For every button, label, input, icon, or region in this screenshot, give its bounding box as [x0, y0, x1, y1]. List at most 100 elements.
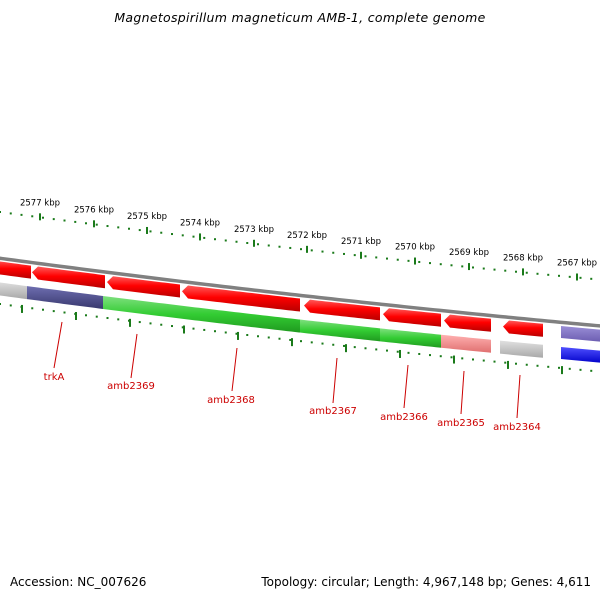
inner-dot — [450, 356, 453, 359]
inner-dot — [525, 363, 528, 366]
scale-dot — [63, 219, 66, 222]
scale-dot — [74, 220, 77, 223]
inner-dot — [52, 310, 55, 313]
scale-dot — [9, 212, 12, 215]
inner-dot — [42, 308, 44, 311]
scale-label: 2575 kbp — [127, 212, 167, 222]
scale-dot — [52, 218, 55, 221]
scale-dot — [181, 234, 184, 237]
gene-leader-line — [460, 370, 465, 415]
scale-dot — [525, 271, 528, 274]
red-feature — [444, 314, 491, 332]
inner-dot — [364, 347, 367, 350]
inner-dot — [493, 360, 496, 363]
green-feature — [300, 319, 380, 342]
scale-dot — [246, 242, 249, 245]
scale-label: 2570 kbp — [395, 243, 435, 253]
scale-dot — [214, 238, 216, 241]
inner-dot — [106, 317, 109, 320]
red-feature — [0, 261, 31, 279]
inner-dot — [353, 346, 356, 349]
inner-dot — [95, 315, 98, 318]
scale-dot — [224, 239, 227, 242]
inner-dot — [63, 311, 66, 314]
inner-dot — [504, 361, 507, 364]
inner-dot — [235, 332, 238, 335]
inner-dot — [289, 338, 292, 341]
scale-dot — [289, 246, 292, 249]
scale-dot — [450, 264, 453, 267]
inner-dot — [300, 340, 302, 343]
scale-dot — [375, 256, 378, 259]
inner-dot — [407, 351, 410, 354]
scale-dot — [343, 252, 345, 255]
scale-dot — [418, 260, 421, 263]
scale-dot — [332, 251, 335, 254]
inner-dot — [31, 307, 34, 310]
red-feature — [32, 266, 105, 289]
genome-backbone — [0, 256, 600, 328]
scale-dot — [203, 236, 206, 239]
scale-dot — [149, 230, 152, 233]
scale-dot — [353, 254, 356, 257]
scale-dot — [504, 269, 507, 272]
inner-dot — [149, 322, 152, 325]
inner-dot — [568, 367, 571, 370]
scale-dot — [536, 272, 539, 275]
inner-dot — [332, 343, 335, 346]
inner-dot — [429, 354, 431, 357]
scale-dot — [590, 277, 593, 280]
scale-dot — [267, 244, 270, 247]
scale-dot — [0, 211, 1, 213]
inner-dot — [267, 336, 270, 339]
inner-dot — [160, 323, 163, 326]
inner-dot — [558, 366, 560, 369]
inner-dot — [386, 349, 388, 352]
inner-dot — [321, 342, 324, 345]
scale-label: 2568 kbp — [503, 253, 543, 263]
gene-label: amb2364 — [493, 422, 541, 433]
scale-dot — [160, 231, 163, 234]
inner-dot — [192, 327, 195, 330]
scale-dot — [300, 248, 302, 251]
inner-dot — [181, 326, 184, 329]
inner-dot — [482, 359, 485, 362]
inner-dot — [579, 368, 582, 371]
inner-dot — [396, 350, 399, 353]
gene-leader-line — [516, 374, 521, 419]
scale-dot — [117, 226, 120, 229]
scale-dot — [257, 243, 259, 246]
gene-label: trkA — [44, 372, 65, 383]
scale-dot — [396, 258, 399, 261]
navy-feature — [27, 286, 103, 309]
grey-feature — [0, 282, 27, 300]
scale-dot — [235, 240, 238, 243]
inner-dot — [461, 357, 464, 360]
inner-dot — [375, 348, 378, 351]
scale-dot — [278, 245, 281, 248]
scale-dot — [106, 225, 109, 228]
inner-dot — [257, 335, 259, 338]
gene-label: amb2365 — [437, 418, 485, 429]
inner-dot — [278, 337, 281, 340]
scale-label: 2576 kbp — [74, 205, 114, 215]
scale-dot — [386, 257, 388, 260]
inner-dot — [224, 331, 227, 334]
scale-dot — [407, 259, 410, 262]
scale-dot — [482, 267, 485, 270]
scale-dot — [138, 229, 141, 232]
scale-dot — [95, 223, 98, 226]
gene-leader-line — [130, 333, 138, 379]
inner-dot — [203, 328, 206, 331]
red-feature — [107, 276, 180, 298]
red-feature — [304, 299, 380, 321]
scale-dot — [310, 249, 313, 252]
inner-dot — [9, 304, 12, 307]
scale-dot — [461, 265, 464, 268]
green-feature — [380, 328, 441, 348]
inner-dot — [536, 364, 539, 367]
scale-label: 2572 kbp — [287, 231, 327, 241]
inner-dot — [547, 365, 550, 368]
scale-dot — [128, 227, 130, 230]
